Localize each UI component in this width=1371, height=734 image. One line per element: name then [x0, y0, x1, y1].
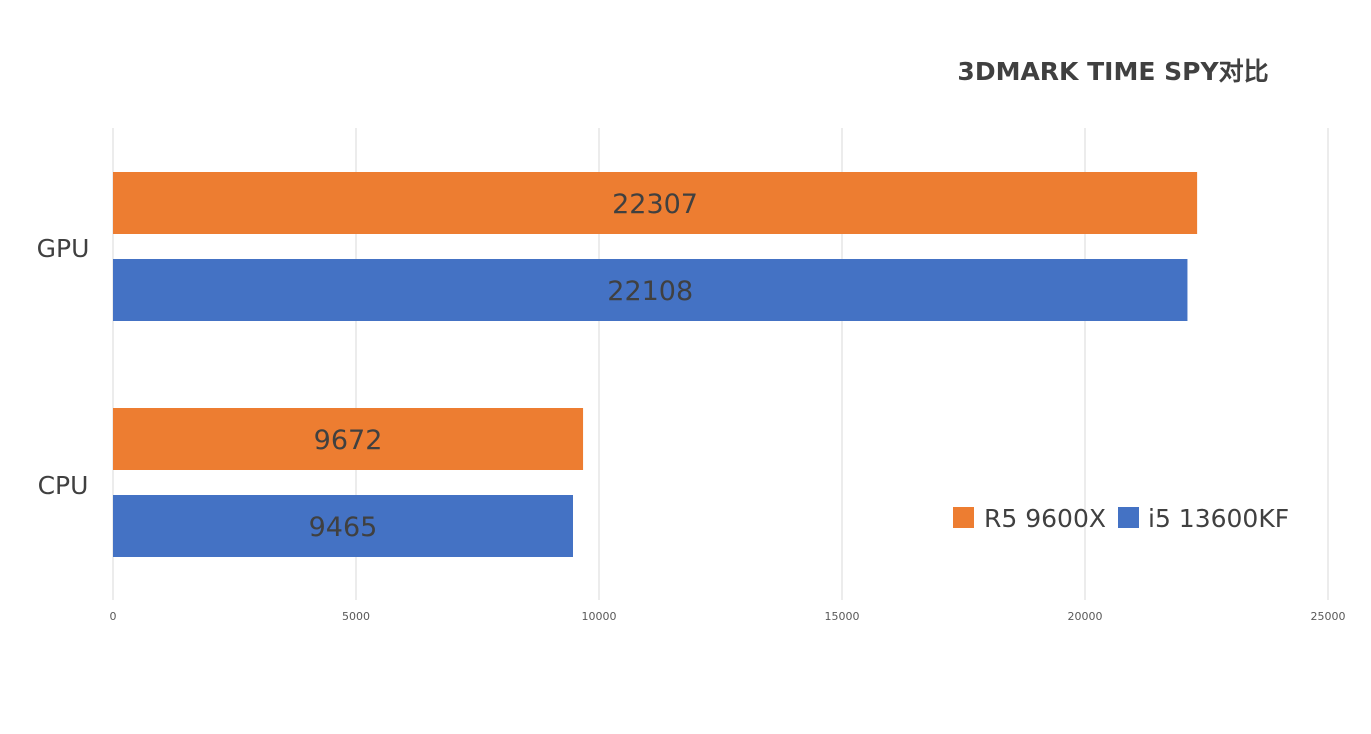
category-labels: GPU CPU — [37, 234, 90, 500]
category-label-gpu: GPU — [37, 234, 90, 263]
data-labels: 22307 22108 9672 9465 — [309, 189, 698, 543]
bar-cpu-i5-13600kf — [113, 495, 573, 557]
bar-cpu-r5-9600x — [113, 408, 584, 470]
x-tick-label-20000: 20000 — [1068, 610, 1103, 623]
legend-label-i5-13600kf: i5 13600KF — [1148, 504, 1289, 533]
x-tick-label-25000: 25000 — [1311, 610, 1346, 623]
data-label-cpu-i5-13600kf: 9465 — [309, 512, 378, 543]
bar-gpu-i5-13600kf — [113, 259, 1188, 321]
legend-label-r5-9600x: R5 9600X — [984, 504, 1106, 533]
x-tick-label-15000: 15000 — [825, 610, 860, 623]
bars — [113, 172, 1198, 557]
category-label-cpu: CPU — [38, 471, 89, 500]
legend-swatch-i5-13600kf — [1118, 507, 1139, 528]
chart-title: 3DMARK TIME SPY对比 — [957, 57, 1268, 86]
x-tick-label-5000: 5000 — [342, 610, 370, 623]
legend: R5 9600X i5 13600KF — [953, 504, 1289, 533]
legend-swatch-r5-9600x — [953, 507, 974, 528]
x-axis-tick-labels: 0 5000 10000 15000 20000 25000 — [110, 610, 1346, 623]
x-tick-label-0: 0 — [110, 610, 117, 623]
data-label-cpu-r5-9600x: 9672 — [314, 425, 383, 456]
bar-gpu-r5-9600x — [113, 172, 1198, 234]
x-tick-label-10000: 10000 — [582, 610, 617, 623]
data-label-gpu-i5-13600kf: 22108 — [607, 276, 693, 307]
data-label-gpu-r5-9600x: 22307 — [612, 189, 698, 220]
